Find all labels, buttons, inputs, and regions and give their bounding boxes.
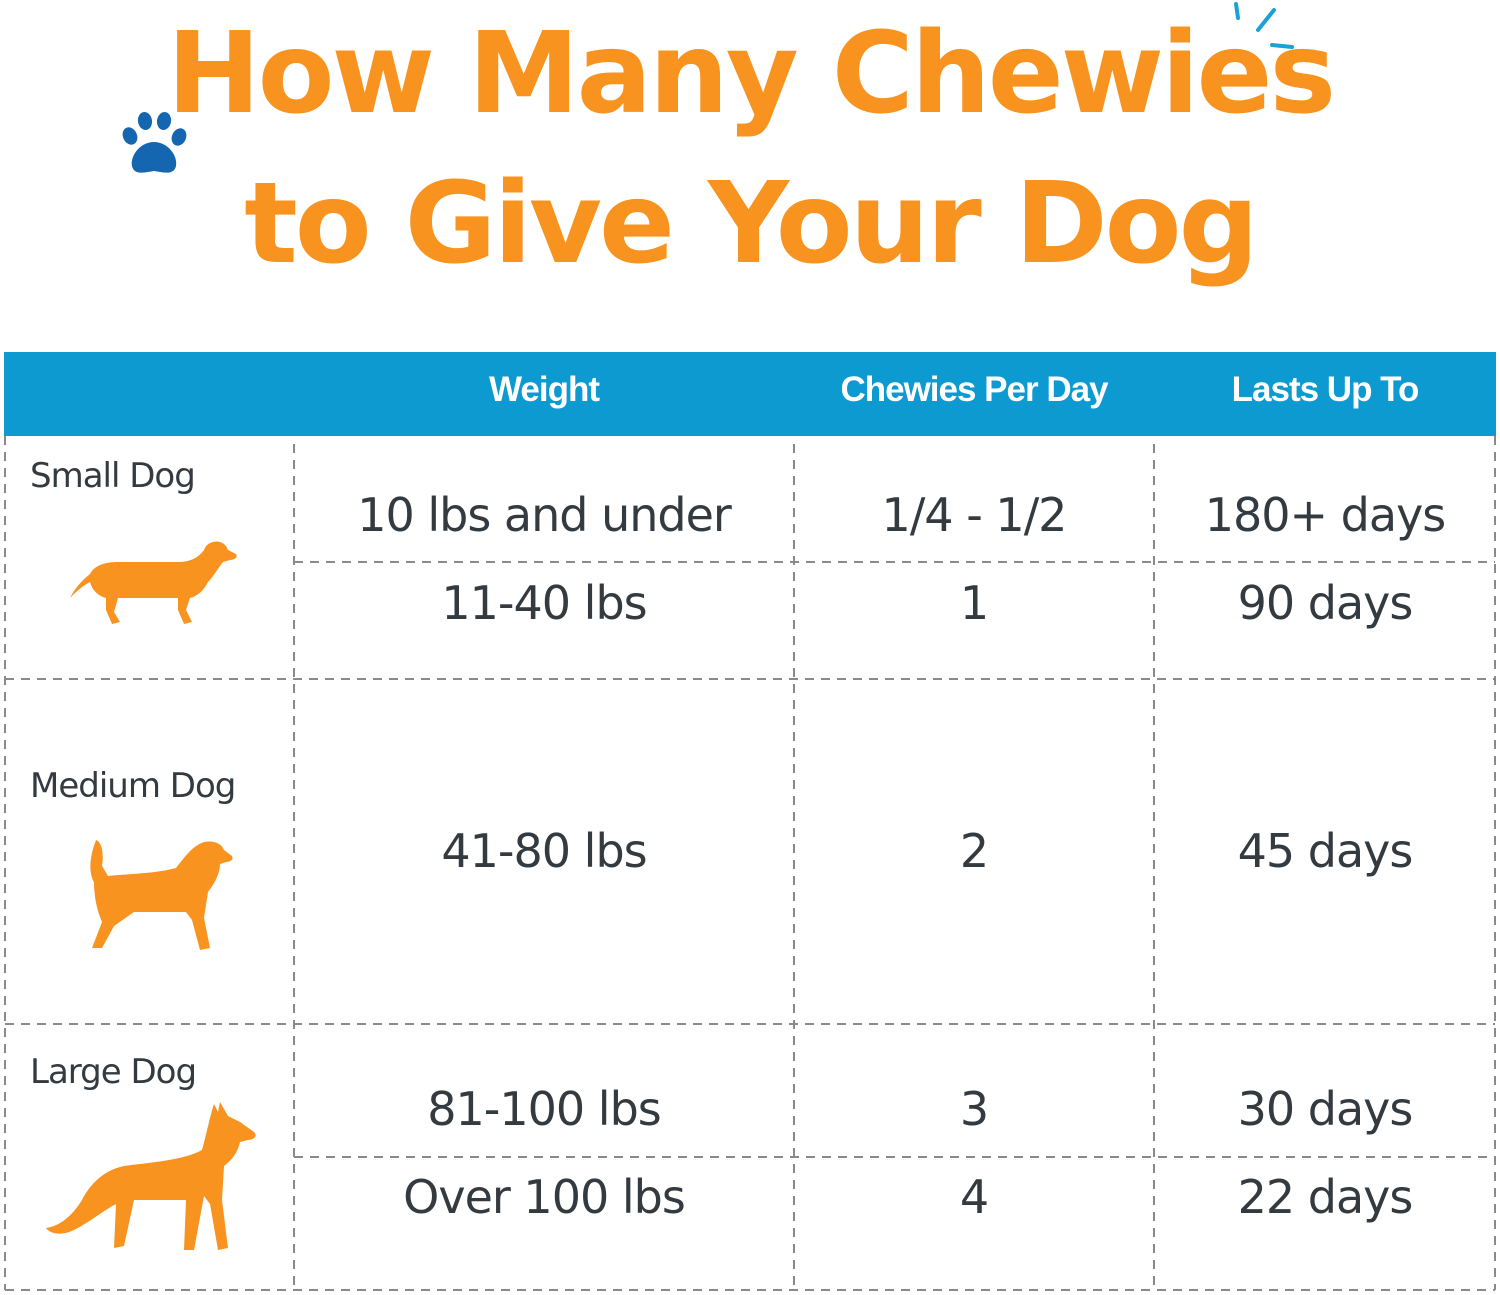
group-label-small-dog: Small Dog — [30, 456, 196, 496]
title-line-2: to Give Your Dog — [244, 159, 1259, 289]
cell-lasts-large-1: 30 days — [1237, 1082, 1414, 1136]
dosage-table: Weight Chewies Per Day Lasts Up To Small… — [4, 352, 1496, 1292]
table-header: Weight Chewies Per Day Lasts Up To — [4, 352, 1496, 436]
cell-weight-small-1: 10 lbs and under — [357, 488, 732, 542]
cell-lasts-small-2: 90 days — [1237, 576, 1414, 630]
cell-lasts-large-2: 22 days — [1237, 1170, 1414, 1224]
group-label-medium-dog: Medium Dog — [30, 766, 236, 806]
cell-chewies-medium-1: 2 — [959, 824, 989, 878]
sparkle-icon — [1234, 2, 1294, 49]
cell-weight-large-2: Over 100 lbs — [403, 1170, 686, 1224]
cell-lasts-small-1: 180+ days — [1204, 488, 1447, 542]
title-line-1: How Many Chewies — [166, 9, 1336, 139]
paw-icon — [122, 112, 187, 173]
cell-chewies-small-2: 1 — [959, 576, 989, 630]
header-lasts-up-to: Lasts Up To — [1231, 370, 1420, 409]
cell-lasts-medium-1: 45 days — [1237, 824, 1414, 878]
table-grid — [4, 436, 1496, 1291]
beagle-icon — [90, 840, 233, 950]
husky-icon — [46, 1102, 256, 1250]
cell-chewies-large-2: 4 — [959, 1170, 989, 1224]
cell-weight-small-2: 11-40 lbs — [441, 576, 647, 630]
cell-weight-large-1: 81-100 lbs — [427, 1082, 662, 1136]
cell-weight-medium-1: 41-80 lbs — [441, 824, 647, 878]
cell-chewies-small-1: 1/4 - 1/2 — [881, 488, 1068, 542]
header-chewies-per-day: Chewies Per Day — [840, 370, 1108, 409]
dachshund-icon — [70, 541, 237, 624]
group-label-large-dog: Large Dog — [30, 1052, 197, 1092]
header-weight: Weight — [488, 370, 600, 409]
cell-chewies-large-1: 3 — [959, 1082, 989, 1136]
